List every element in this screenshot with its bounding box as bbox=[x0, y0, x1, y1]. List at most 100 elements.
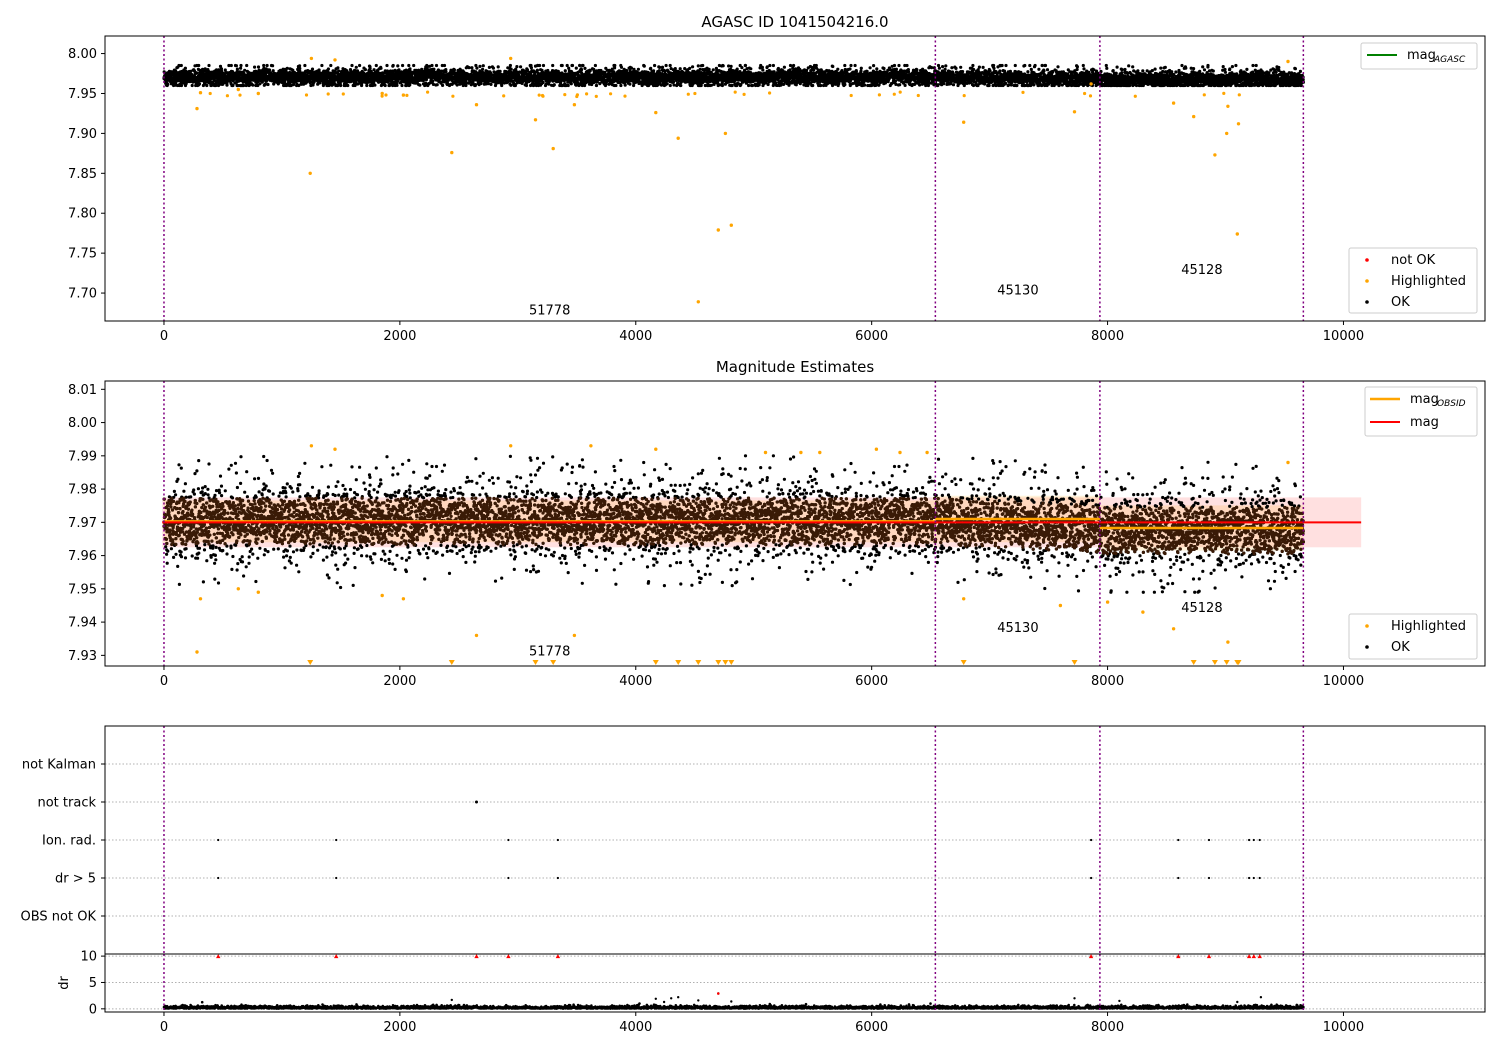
agasc-magnitude-panel: AGASC ID 1041504216.0 51778 45130 45128 0 2… bbox=[68, 13, 1486, 344]
dr-clipped-marker bbox=[506, 954, 511, 959]
out-of-range-marker bbox=[448, 660, 455, 665]
y-tick-label: 7.95 bbox=[68, 582, 97, 597]
dr-clipped-marker bbox=[1206, 954, 1212, 959]
legend-bottom: Highlighted OK bbox=[1348, 613, 1478, 660]
y-tick-label: 7.70 bbox=[68, 287, 97, 302]
x-tick-label: 10000 bbox=[1323, 674, 1364, 689]
ok-points-in-band bbox=[162, 496, 1305, 556]
dr-clipped-marker bbox=[1251, 954, 1257, 959]
out-of-range-marker bbox=[550, 660, 557, 665]
dr-clipped-marker bbox=[1176, 954, 1181, 959]
out-of-range-marker bbox=[695, 660, 702, 665]
y-tick-label: 7.98 bbox=[68, 483, 97, 498]
legend-marker-not-ok bbox=[1365, 258, 1369, 262]
x-tick-label: 10000 bbox=[1323, 329, 1364, 344]
y-tick-label: 0 bbox=[89, 1002, 97, 1017]
flag-marker bbox=[475, 800, 478, 804]
out-of-range-marker bbox=[715, 660, 722, 665]
x-tick-label: 0 bbox=[160, 674, 168, 689]
magnitude-estimates-panel: Magnitude Estimates 51778 45130 45128 0 200… bbox=[68, 358, 1486, 689]
y-tick-label: 7.93 bbox=[68, 649, 97, 664]
y-tick-label: 7.94 bbox=[68, 616, 97, 631]
legend-sub-mag-agasc: AGASC bbox=[1433, 55, 1466, 65]
out-of-range-marker bbox=[1071, 660, 1078, 665]
out-of-range-marker bbox=[1235, 660, 1242, 665]
obsid-label: 45130 bbox=[997, 284, 1038, 299]
legend-top: mag OBSID mag bbox=[1364, 386, 1478, 437]
dr-clipped-marker bbox=[333, 954, 339, 959]
x-tick-label: 6000 bbox=[855, 674, 888, 689]
dr-axis-label: dr bbox=[57, 976, 72, 990]
x-tick-label: 2000 bbox=[383, 1020, 416, 1035]
obsid-label: 51778 bbox=[529, 644, 570, 659]
out-of-range-marker bbox=[960, 660, 967, 665]
x-tick-label: 0 bbox=[160, 329, 168, 344]
out-of-range-marker bbox=[1190, 660, 1197, 665]
x-tick-label: 0 bbox=[160, 1020, 168, 1035]
flag-label: not track bbox=[37, 796, 96, 811]
y-tick-label: 8.00 bbox=[68, 47, 97, 62]
out-of-range-marker bbox=[728, 660, 735, 665]
out-of-range-marker bbox=[1223, 660, 1230, 665]
y-tick-label: 7.95 bbox=[68, 87, 97, 102]
legend-top: mag AGASC bbox=[1360, 42, 1478, 70]
out-of-range-marker bbox=[1211, 660, 1218, 665]
x-tick-label: 6000 bbox=[855, 1020, 888, 1035]
y-tick-label: 5 bbox=[89, 976, 97, 991]
y-tick-label: 8.01 bbox=[68, 383, 97, 398]
obsid-label: 45130 bbox=[997, 621, 1038, 636]
legend-label-highlighted: Highlighted bbox=[1391, 619, 1466, 634]
legend-marker-highlighted bbox=[1365, 279, 1369, 283]
dr-clipped-marker bbox=[1257, 954, 1262, 959]
dr-clipped-marker bbox=[216, 954, 221, 959]
y-tick-label: 8.00 bbox=[68, 416, 97, 431]
flags-panel: not Kalman not track Ion. rad. dr > 5 OBS no… bbox=[21, 725, 1486, 955]
highlighted-points-near-band bbox=[208, 90, 1241, 99]
flag-label: Ion. rad. bbox=[42, 834, 96, 849]
obsid-label: 45128 bbox=[1181, 601, 1222, 616]
y-tick-label: 10 bbox=[80, 950, 97, 965]
dr-clipped-marker bbox=[1246, 954, 1252, 959]
legend-label-mag-agasc: mag bbox=[1407, 48, 1436, 63]
legend-label-ok: OK bbox=[1391, 640, 1410, 655]
x-tick-label: 6000 bbox=[855, 329, 888, 344]
out-of-range-marker bbox=[307, 660, 314, 665]
axes-frame bbox=[104, 35, 1486, 322]
out-of-range-marker bbox=[675, 660, 682, 665]
dr-clipped-marker bbox=[474, 954, 479, 959]
legend-label-not-ok: not OK bbox=[1391, 253, 1436, 268]
y-tick-label: 7.97 bbox=[68, 516, 97, 531]
y-tick-label: 7.90 bbox=[68, 127, 97, 142]
legend-label-mag: mag bbox=[1410, 415, 1439, 430]
panel-1-title: AGASC ID 1041504216.0 bbox=[701, 13, 888, 31]
obsid-label: 51778 bbox=[529, 304, 570, 319]
dr-clipped-marker bbox=[1088, 954, 1094, 959]
axes-frame bbox=[104, 380, 1486, 667]
x-tick-label: 4000 bbox=[619, 674, 652, 689]
axes-frame bbox=[104, 953, 1486, 1013]
legend-bottom: not OK Highlighted OK bbox=[1348, 247, 1478, 314]
flag-label: OBS not OK bbox=[21, 910, 97, 925]
out-of-range-marker bbox=[722, 660, 729, 665]
legend-marker-highlighted bbox=[1365, 624, 1369, 628]
x-tick-label: 4000 bbox=[619, 1020, 652, 1035]
legend-label-ok: OK bbox=[1391, 295, 1410, 310]
x-tick-label: 2000 bbox=[383, 674, 416, 689]
dr-panel: 0 2000 4000 6000 8000 10000 0 5 10 dr bbox=[57, 950, 1486, 1035]
y-tick-label: 7.85 bbox=[68, 167, 97, 182]
dr-points bbox=[162, 1000, 1305, 1010]
x-tick-label: 8000 bbox=[1091, 1020, 1124, 1035]
highlighted-points bbox=[195, 56, 1290, 304]
legend-label-mag-obsid: mag bbox=[1410, 392, 1439, 407]
legend-marker-ok bbox=[1365, 645, 1369, 649]
dr-not-ok-point bbox=[717, 992, 720, 995]
legend-sub-mag-obsid: OBSID bbox=[1437, 399, 1466, 409]
dr-clipped-marker bbox=[555, 954, 561, 959]
y-tick-label: 7.80 bbox=[68, 207, 97, 222]
y-tick-label: 7.96 bbox=[68, 549, 97, 564]
y-tick-label: 7.99 bbox=[68, 449, 97, 464]
y-tick-label: 7.75 bbox=[68, 247, 97, 262]
obsid-label: 45128 bbox=[1181, 263, 1222, 278]
dr-spike-points bbox=[450, 992, 1263, 1004]
